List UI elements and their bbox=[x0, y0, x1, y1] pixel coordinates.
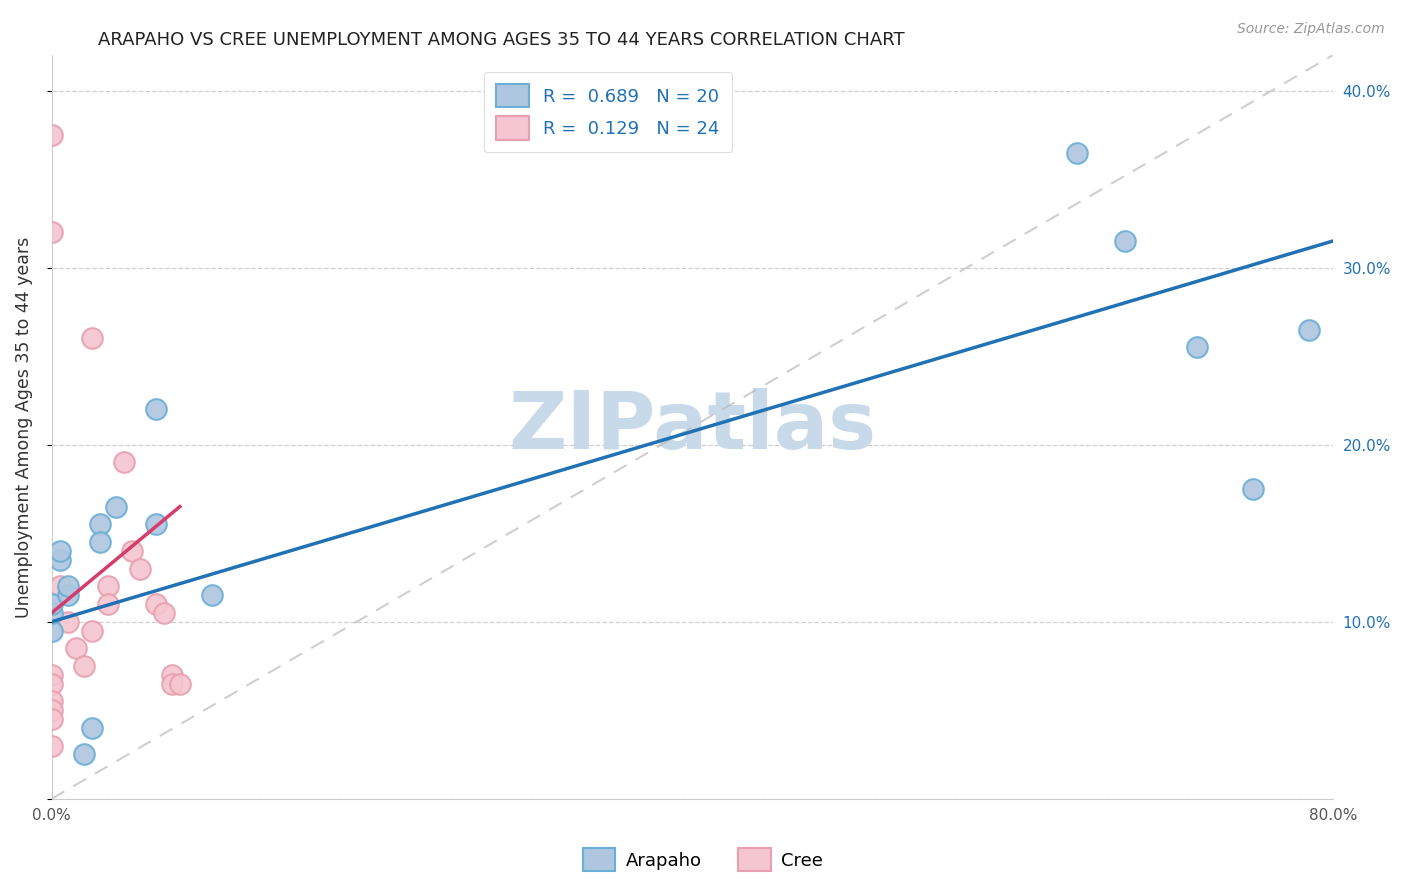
Point bbox=[1114, 234, 1136, 248]
Point bbox=[1298, 322, 1320, 336]
Text: Source: ZipAtlas.com: Source: ZipAtlas.com bbox=[1237, 22, 1385, 37]
Point bbox=[49, 553, 72, 567]
Text: ZIPatlas: ZIPatlas bbox=[508, 388, 876, 466]
Point bbox=[41, 597, 63, 611]
Point bbox=[201, 588, 224, 602]
Point bbox=[41, 668, 63, 682]
Point bbox=[128, 561, 150, 575]
Point bbox=[65, 641, 87, 656]
Point bbox=[41, 225, 63, 239]
Point bbox=[41, 703, 63, 717]
Point bbox=[145, 402, 167, 417]
Point bbox=[41, 712, 63, 726]
Point bbox=[41, 128, 63, 142]
Point bbox=[49, 544, 72, 558]
Point bbox=[112, 455, 135, 469]
Point bbox=[56, 588, 79, 602]
Point bbox=[49, 579, 72, 593]
Y-axis label: Unemployment Among Ages 35 to 44 years: Unemployment Among Ages 35 to 44 years bbox=[15, 236, 32, 617]
Legend: R =  0.689   N = 20, R =  0.129   N = 24: R = 0.689 N = 20, R = 0.129 N = 24 bbox=[484, 71, 733, 153]
Legend: Arapaho, Cree: Arapaho, Cree bbox=[575, 841, 831, 879]
Point bbox=[73, 747, 96, 762]
Point bbox=[56, 579, 79, 593]
Point bbox=[89, 517, 111, 532]
Point bbox=[145, 517, 167, 532]
Point bbox=[80, 624, 103, 638]
Point bbox=[41, 624, 63, 638]
Point bbox=[153, 606, 176, 620]
Point bbox=[1066, 145, 1088, 160]
Point bbox=[160, 676, 183, 690]
Point bbox=[1241, 482, 1264, 496]
Point bbox=[89, 535, 111, 549]
Text: ARAPAHO VS CREE UNEMPLOYMENT AMONG AGES 35 TO 44 YEARS CORRELATION CHART: ARAPAHO VS CREE UNEMPLOYMENT AMONG AGES … bbox=[98, 31, 905, 49]
Point bbox=[73, 659, 96, 673]
Point bbox=[80, 721, 103, 735]
Point bbox=[97, 597, 120, 611]
Point bbox=[80, 331, 103, 345]
Point bbox=[169, 676, 191, 690]
Point bbox=[41, 694, 63, 708]
Point bbox=[121, 544, 143, 558]
Point bbox=[104, 500, 127, 514]
Point bbox=[41, 676, 63, 690]
Point bbox=[145, 597, 167, 611]
Point bbox=[97, 579, 120, 593]
Point bbox=[41, 739, 63, 753]
Point bbox=[56, 615, 79, 629]
Point bbox=[1185, 340, 1208, 354]
Point bbox=[41, 606, 63, 620]
Point bbox=[160, 668, 183, 682]
